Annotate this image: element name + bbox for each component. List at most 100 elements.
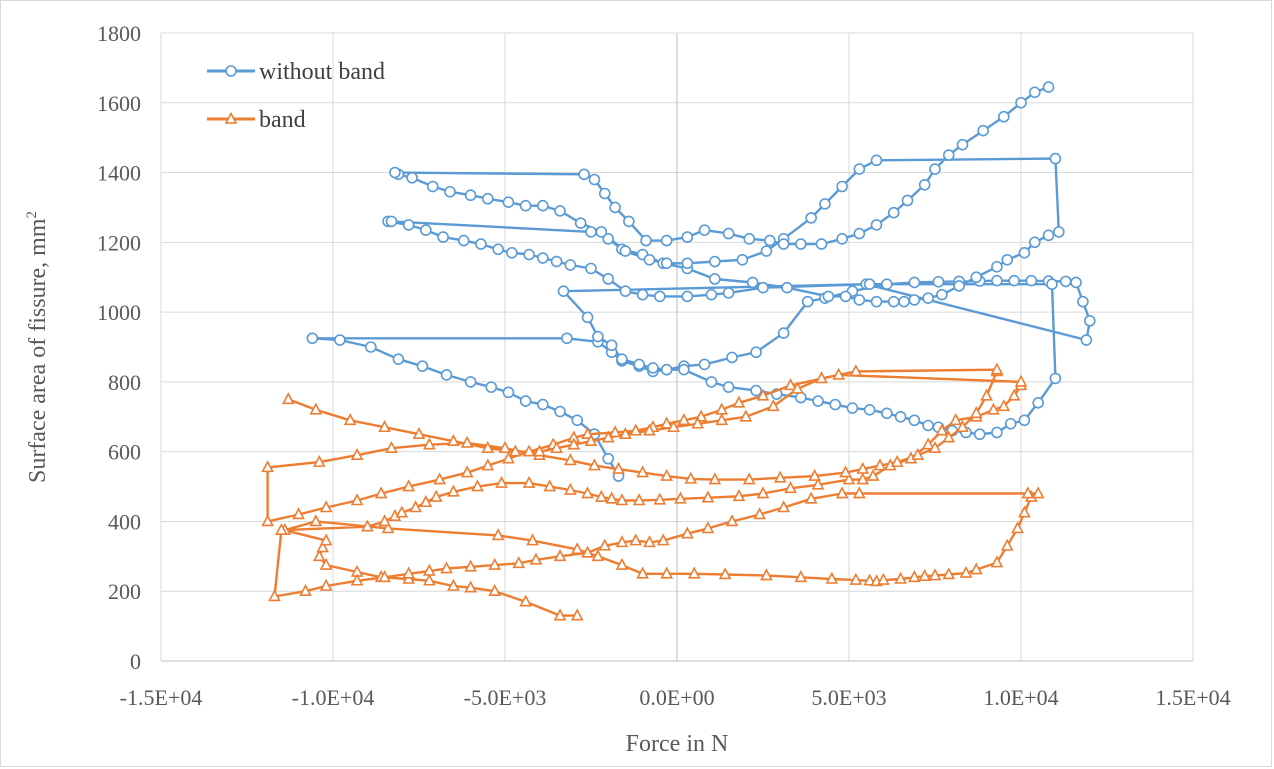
data-point — [519, 395, 532, 407]
data-point — [309, 514, 323, 527]
data-point — [495, 475, 508, 488]
data-point — [918, 178, 931, 191]
data-point — [537, 199, 549, 212]
data-point — [519, 594, 532, 607]
data-point — [836, 233, 848, 245]
data-point — [319, 578, 333, 591]
data-point — [742, 472, 756, 485]
data-point — [605, 491, 618, 504]
data-point — [894, 571, 907, 584]
data-point — [881, 278, 893, 291]
data-point — [856, 461, 870, 474]
data-point — [268, 589, 281, 602]
data-point — [1008, 274, 1020, 287]
data-point — [743, 233, 756, 245]
data-point — [949, 413, 962, 426]
data-point — [863, 403, 876, 416]
data-point — [292, 507, 305, 520]
y-tick-label: 800 — [108, 370, 141, 395]
data-point — [756, 486, 770, 499]
data-point — [722, 227, 735, 240]
data-point — [564, 259, 577, 271]
data-point — [319, 500, 333, 513]
data-point — [853, 163, 866, 175]
data-point — [588, 173, 601, 186]
data-point — [866, 468, 880, 481]
data-point — [691, 416, 704, 429]
y-tick-label: 0 — [130, 649, 141, 674]
data-point — [623, 215, 635, 228]
data-point — [422, 437, 436, 450]
data-point — [849, 572, 863, 585]
data-point — [1084, 315, 1096, 327]
data-point — [660, 468, 674, 481]
data-point — [1028, 236, 1041, 249]
data-point — [488, 584, 502, 597]
data-point — [591, 549, 605, 562]
data-point — [921, 437, 935, 450]
data-point — [361, 519, 374, 532]
data-point — [739, 409, 753, 422]
data-point — [812, 395, 824, 407]
data-point — [592, 330, 604, 343]
data-point — [805, 212, 817, 224]
data-point — [1021, 486, 1035, 499]
y-tick-label: 1400 — [97, 161, 141, 186]
data-point — [498, 440, 512, 453]
x-tick-label: 5.0E+03 — [811, 685, 886, 710]
data-point — [1018, 247, 1031, 259]
data-point — [956, 420, 969, 433]
data-point — [615, 557, 629, 570]
data-point — [464, 559, 477, 572]
data-point — [777, 238, 790, 250]
data-point — [615, 493, 629, 506]
data-point — [567, 437, 581, 450]
data-point — [680, 526, 694, 539]
data-point — [457, 234, 470, 247]
data-point — [708, 472, 722, 485]
data-point — [784, 378, 797, 391]
data-point — [760, 568, 773, 581]
data-point — [512, 556, 526, 569]
data-point — [422, 563, 436, 576]
data-point — [908, 276, 921, 289]
data-point — [395, 505, 409, 518]
data-point — [440, 561, 453, 574]
data-point — [908, 570, 921, 583]
data-point — [464, 189, 477, 202]
y-axis-label-sup: 2 — [24, 211, 40, 219]
legend-marker-without-band — [225, 65, 237, 77]
data-point — [374, 486, 388, 499]
data-point — [350, 493, 364, 506]
data-point — [1080, 334, 1093, 346]
data-point — [777, 500, 790, 513]
data-point — [633, 358, 645, 371]
y-tick-label: 600 — [108, 440, 141, 465]
data-point — [561, 332, 573, 345]
data-point — [612, 461, 625, 474]
data-point — [488, 557, 502, 570]
data-point — [550, 440, 563, 453]
data-point — [750, 384, 762, 397]
data-point — [602, 452, 615, 465]
data-point — [681, 231, 694, 243]
data-point — [922, 292, 934, 304]
data-point — [306, 332, 319, 345]
data-point — [319, 533, 333, 546]
data-point — [677, 413, 691, 426]
data-point — [275, 522, 288, 535]
data-point — [1032, 397, 1044, 409]
data-point — [722, 381, 735, 393]
data-point — [942, 430, 956, 443]
data-point — [392, 353, 405, 366]
x-tick-label: -1.5E+04 — [120, 685, 203, 710]
data-point — [890, 454, 904, 467]
data-point — [829, 398, 842, 411]
data-point — [991, 274, 1003, 287]
data-point — [887, 206, 900, 219]
data-point — [736, 253, 749, 266]
data-point — [1028, 86, 1041, 99]
data-point — [991, 426, 1003, 439]
data-point — [832, 367, 846, 380]
series-layer — [261, 81, 1096, 621]
